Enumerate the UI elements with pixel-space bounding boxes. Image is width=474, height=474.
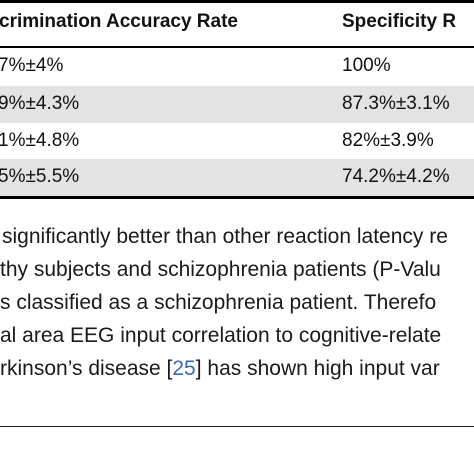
line-text-before-citation: rkinson’s disease [ [0,357,173,380]
table-row: 7%±4% 100% [0,48,474,85]
specificity-cell: 74.2%±4.2% [342,166,450,187]
table-header-rule [0,46,474,48]
specificity-cell: 100% [342,55,391,76]
table-row: 1%±4.8% 82%±3.9% [0,123,474,160]
specificity-cell: 82%±3.9% [342,130,434,151]
accuracy-cell: 7%±4% [0,55,64,76]
accuracy-cell: 5%±5.5% [0,166,80,187]
paragraph-line: rkinson’s disease [25] has shown high in… [0,352,474,385]
line-text-after-citation: ] has shown high input var [195,357,440,380]
table-row: 9%±4.3% 87.3%±3.1% [0,86,474,123]
accuracy-cell: 1%±4.8% [0,130,80,151]
paragraph-line: s classified as a schizophrenia patient.… [0,291,437,314]
header-discrimination-accuracy-rate: crimination Accuracy Rate [0,11,238,32]
accuracy-cell: 9%±4.3% [0,93,80,114]
specificity-cell: 87.3%±3.1% [342,93,450,114]
table-top-rule [0,0,474,3]
header-specificity-rate: Specificity R [342,11,457,32]
paragraph-line: significantly better than other reaction… [2,225,448,248]
citation-link[interactable]: 25 [172,357,196,380]
paragraph-line: al area EEG input correlation to cogniti… [0,324,442,347]
paragraph-line: thy subjects and schizophrenia patients … [0,258,441,281]
table-bottom-rule [0,196,474,199]
body-paragraph: significantly better than other reaction… [0,220,474,385]
table-row: 5%±5.5% 74.2%±4.2% [0,159,474,196]
section-end-rule [0,426,474,427]
